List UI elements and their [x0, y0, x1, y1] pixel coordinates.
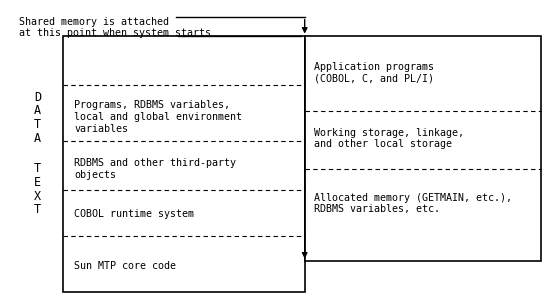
Text: E: E [34, 176, 41, 189]
Text: COBOL runtime system: COBOL runtime system [74, 209, 194, 219]
Text: Application programs
(COBOL, C, and PL/I): Application programs (COBOL, C, and PL/I… [314, 62, 434, 84]
Text: Sun MTP core code: Sun MTP core code [74, 261, 176, 271]
Text: Programs, RDBMS variables,
local and global environment
variables: Programs, RDBMS variables, local and glo… [74, 100, 242, 134]
Text: T: T [34, 162, 41, 175]
Text: Allocated memory (GETMAIN, etc.),
RDBMS variables, etc.: Allocated memory (GETMAIN, etc.), RDBMS … [314, 193, 512, 215]
Text: RDBMS and other third-party
objects: RDBMS and other third-party objects [74, 158, 236, 180]
Text: D: D [34, 91, 41, 104]
Bar [305, 36, 541, 261]
Text: T: T [34, 118, 41, 131]
Bar [63, 36, 305, 292]
Text: T: T [34, 203, 41, 216]
Text: Shared memory is attached
at this point when system starts: Shared memory is attached at this point … [19, 17, 211, 38]
Text: Working storage, linkage,
and other local storage: Working storage, linkage, and other loca… [314, 127, 464, 149]
Text: A: A [34, 105, 41, 117]
Text: X: X [34, 190, 41, 202]
Text: A: A [34, 132, 41, 145]
